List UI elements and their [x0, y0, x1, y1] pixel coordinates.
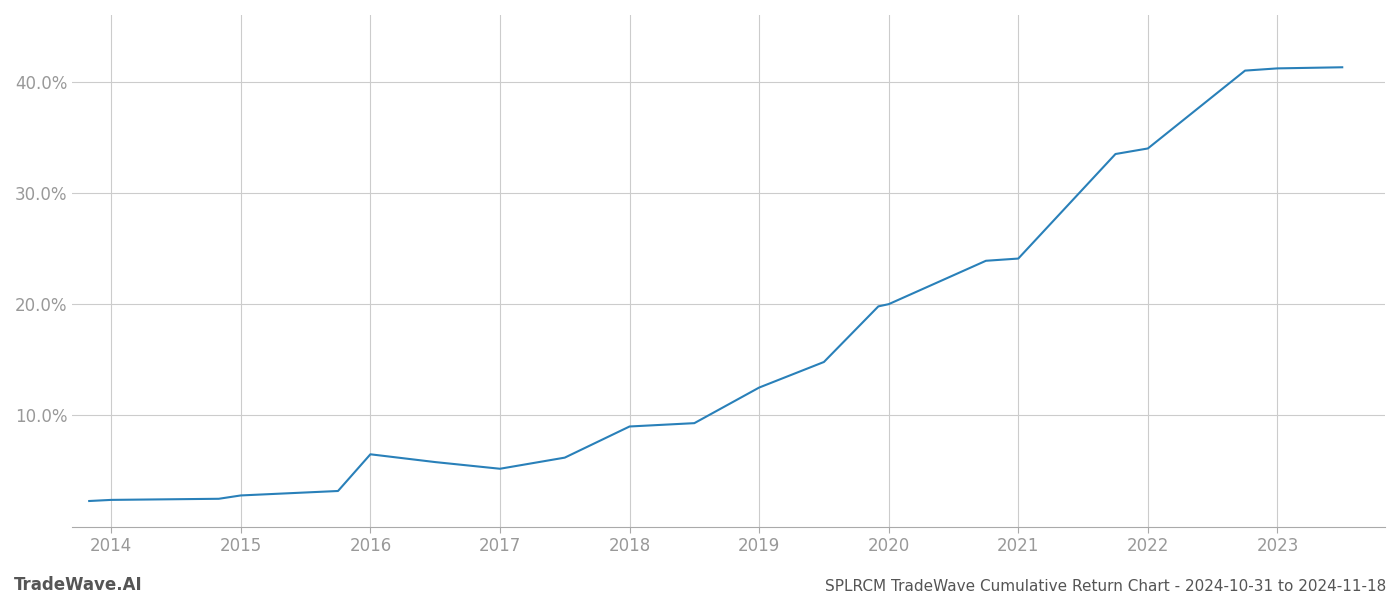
Text: SPLRCM TradeWave Cumulative Return Chart - 2024-10-31 to 2024-11-18: SPLRCM TradeWave Cumulative Return Chart…	[825, 579, 1386, 594]
Text: TradeWave.AI: TradeWave.AI	[14, 576, 143, 594]
